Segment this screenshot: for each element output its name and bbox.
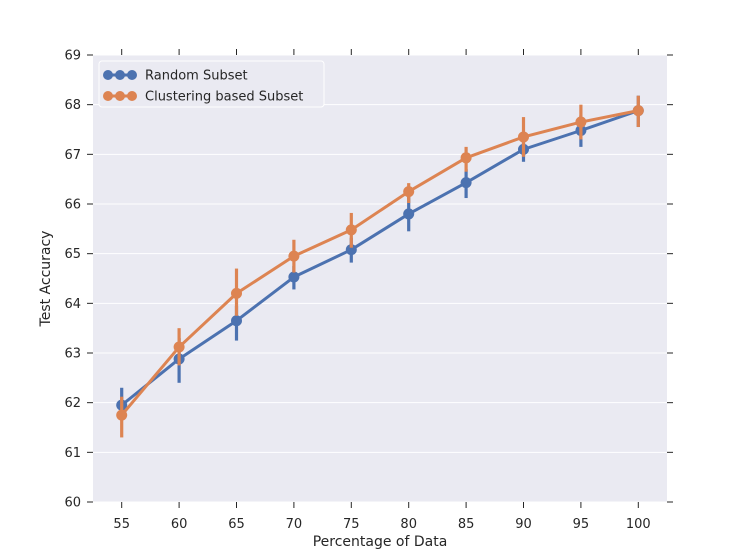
data-point bbox=[173, 341, 185, 353]
x-tick-label: 75 bbox=[343, 517, 360, 532]
series-line bbox=[120, 109, 639, 407]
x-tick-label: 65 bbox=[228, 517, 245, 532]
legend-entry: Clustering based Subset bbox=[103, 90, 303, 105]
x-tick-label: 95 bbox=[573, 517, 590, 532]
x-tick-label: 80 bbox=[400, 517, 417, 532]
x-tick-label: 60 bbox=[171, 517, 188, 532]
data-point bbox=[575, 116, 587, 128]
x-tick-label: 100 bbox=[626, 517, 651, 532]
y-tick-label: 65 bbox=[64, 247, 81, 262]
data-point bbox=[288, 250, 300, 262]
data-point bbox=[403, 186, 415, 198]
data-point bbox=[345, 224, 357, 236]
y-tick-label: 67 bbox=[64, 148, 81, 163]
y-axis-label: Test Accuracy bbox=[38, 231, 54, 328]
data-point bbox=[116, 409, 128, 421]
x-axis-label: Percentage of Data bbox=[313, 534, 448, 550]
data-point bbox=[460, 177, 472, 189]
x-tick-label: 55 bbox=[113, 517, 130, 532]
series-layer bbox=[116, 95, 644, 438]
y-tick-label: 60 bbox=[64, 496, 81, 511]
data-point bbox=[288, 271, 300, 283]
data-point bbox=[231, 315, 242, 327]
data-point bbox=[231, 287, 242, 299]
legend-entry: Random Subset bbox=[103, 69, 248, 84]
legend-marker bbox=[103, 70, 113, 80]
legend-marker bbox=[115, 70, 125, 80]
series-clustering-based-subset bbox=[116, 95, 644, 438]
legend-marker bbox=[103, 91, 113, 101]
legend-marker bbox=[115, 91, 125, 101]
y-tick-label: 64 bbox=[64, 297, 81, 312]
y-tick-label: 69 bbox=[64, 49, 81, 64]
data-point bbox=[403, 208, 415, 220]
legend-label: Clustering based Subset bbox=[145, 90, 303, 105]
legend-marker bbox=[127, 70, 137, 80]
y-axis-ticks: 60 61 62 63 64 65 66 67 68 69 bbox=[64, 49, 673, 511]
y-tick-label: 62 bbox=[64, 396, 81, 411]
y-tick-label: 68 bbox=[64, 98, 81, 113]
x-tick-label: 85 bbox=[458, 517, 475, 532]
series-line bbox=[120, 109, 639, 417]
x-tick-label: 90 bbox=[515, 517, 532, 532]
x-tick-label: 70 bbox=[286, 517, 303, 532]
legend-marker bbox=[127, 91, 137, 101]
y-tick-label: 63 bbox=[64, 347, 81, 362]
legend-box bbox=[98, 60, 325, 108]
data-point bbox=[460, 152, 472, 164]
y-tick-label: 66 bbox=[64, 198, 81, 213]
data-point bbox=[518, 131, 529, 143]
plot-area bbox=[93, 55, 667, 502]
legend: Random Subset Clustering based Subset bbox=[98, 60, 325, 108]
data-point bbox=[345, 244, 357, 256]
legend-label: Random Subset bbox=[145, 69, 248, 84]
x-axis-ticks: 55 60 65 70 75 80 85 90 95 100 bbox=[113, 49, 651, 532]
y-tick-label: 61 bbox=[64, 446, 81, 461]
data-point bbox=[632, 105, 644, 117]
